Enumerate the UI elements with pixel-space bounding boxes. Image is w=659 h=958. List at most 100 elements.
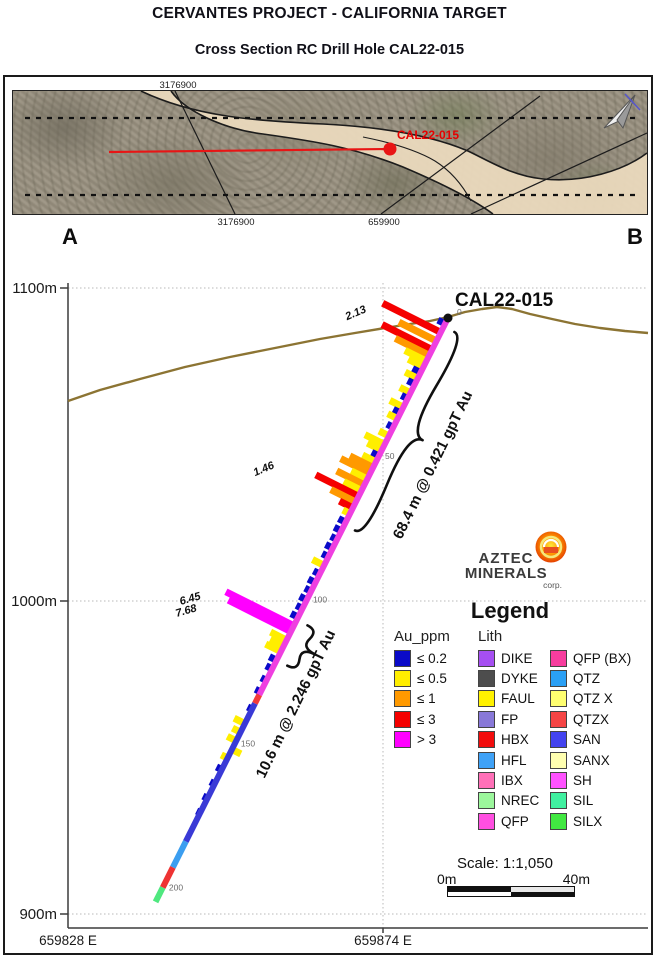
legend-item-label: ≤ 1 <box>417 691 436 707</box>
legend-item-label: QTZ X <box>573 691 613 707</box>
legend-swatch <box>550 690 567 708</box>
legend-item-label: SAN <box>573 732 601 748</box>
map-easting-label-bottom: 659900 <box>368 217 400 228</box>
legend-swatch <box>550 792 567 810</box>
legend-lith-column-2: QFP (BX) QTZ QTZ X QTZX SAN SANX SH SIL SILX <box>550 628 654 832</box>
legend-item-label: ≤ 0.2 <box>417 650 447 666</box>
legend-swatch <box>478 751 495 769</box>
wash-upper-edge <box>140 91 647 181</box>
legend-item: ≤ 1 <box>394 689 478 709</box>
legend-item: ≤ 0.2 <box>394 648 478 668</box>
legend-swatch <box>394 649 411 667</box>
map-hole-label: CAL22-015 <box>397 128 459 142</box>
legend-item: QTZ <box>550 668 654 688</box>
legend-item-label: SANX <box>573 752 610 768</box>
legend-item-label: ≤ 3 <box>417 711 436 727</box>
legend-item-label: HFL <box>501 752 527 768</box>
legend-swatch <box>550 731 567 749</box>
legend-item: ≤ 3 <box>394 709 478 729</box>
legend-swatch <box>478 690 495 708</box>
legend-swatch <box>394 731 411 749</box>
legend-item: SH <box>550 770 654 790</box>
legend-swatch <box>478 772 495 790</box>
logo-line3: corp. <box>543 580 562 590</box>
north-arrow-shade <box>616 94 636 130</box>
figure-border <box>3 75 653 955</box>
legend-item-label: DIKE <box>501 650 533 666</box>
legend-swatch <box>550 772 567 790</box>
legend-item: > 3 <box>394 730 478 750</box>
map-gridline-extra <box>470 132 647 214</box>
map-northing-label-top: 3176900 <box>159 80 197 91</box>
section-endpoint-b: B <box>627 224 643 249</box>
legend-item-label: SILX <box>573 813 603 829</box>
scalebar-zero-label: 0m <box>437 871 457 887</box>
page-title: CERVANTES PROJECT - CALIFORNIA TARGET <box>152 5 507 22</box>
legend-swatch <box>478 812 495 830</box>
legend-au-items: ≤ 0.2 ≤ 0.5 ≤ 1 ≤ 3 > 3 <box>394 648 478 750</box>
legend-item: FAUL <box>478 689 550 709</box>
legend-swatch <box>394 690 411 708</box>
legend-item: HFL <box>478 750 550 770</box>
legend-item: DYKE <box>478 668 550 688</box>
legend-swatch <box>478 792 495 810</box>
legend-item-label: FP <box>501 711 519 727</box>
legend-item-label: QFP (BX) <box>573 650 632 666</box>
scalebar-cell <box>448 887 511 892</box>
legend-item: IBX <box>478 770 550 790</box>
legend-item-label: IBX <box>501 773 523 789</box>
legend-item-label: SIL <box>573 793 594 809</box>
legend-lith2-items: QFP (BX) QTZ QTZ X QTZX SAN SANX SH SIL SILX <box>550 648 654 832</box>
legend-swatch <box>478 710 495 728</box>
map-gridline-northing <box>174 91 236 214</box>
page-subtitle: Cross Section RC Drill Hole CAL22-015 <box>194 42 465 58</box>
legend-item: QTZ X <box>550 689 654 709</box>
scale-ratio-label: Scale: 1:1,050 <box>457 855 553 872</box>
scalebar <box>447 886 575 897</box>
legend-swatch <box>394 670 411 688</box>
drillhole-location-dot <box>383 142 397 156</box>
legend-au-header: Au_ppm <box>394 628 450 645</box>
legend-item: QTZX <box>550 709 654 729</box>
legend-item: NREC <box>478 791 550 811</box>
legend-item: DIKE <box>478 648 550 668</box>
legend-item-label: QTZX <box>573 711 609 727</box>
legend-item: ≤ 0.5 <box>394 668 478 688</box>
legend-item: SAN <box>550 730 654 750</box>
legend-au-column: Au_ppm ≤ 0.2 ≤ 0.5 ≤ 1 ≤ 3 > 3 <box>394 628 478 832</box>
legend-lith-header: Lith <box>478 628 503 645</box>
legend-item-label: SH <box>573 773 592 789</box>
map-gridline-easting <box>380 95 541 214</box>
legend-lith-column-1: Lith DIKE DYKE FAUL FP HBX HFL IBX NREC QFP <box>478 628 550 832</box>
legend-item: SANX <box>550 750 654 770</box>
scalebar-cell <box>448 891 511 896</box>
legend-title: Legend <box>470 598 550 623</box>
legend-swatch <box>550 670 567 688</box>
legend-item-label: HBX <box>501 732 529 748</box>
legend-item: QFP <box>478 811 550 831</box>
location-map-panel: CAL22-015 <box>12 90 648 215</box>
legend-item-label: QFP <box>501 813 529 829</box>
map-overlay: CAL22-015 <box>25 91 647 214</box>
legend-item-label: DYKE <box>501 671 538 687</box>
legend: Au_ppm ≤ 0.2 ≤ 0.5 ≤ 1 ≤ 3 > 3 Lith DIKE DYKE… <box>394 628 654 832</box>
wash-inner-channel <box>362 136 472 202</box>
scalebar-cell <box>511 891 574 896</box>
legend-item: SIL <box>550 791 654 811</box>
logo-line1: AZTEC <box>478 550 534 567</box>
wash-lower-edge <box>170 91 494 214</box>
aztec-logo-text: AZTEC MINERALS corp. <box>450 551 562 590</box>
legend-swatch <box>550 710 567 728</box>
legend-item: HBX <box>478 730 550 750</box>
legend-swatch <box>478 649 495 667</box>
section-endpoint-a: A <box>62 224 78 249</box>
legend-swatch <box>550 649 567 667</box>
legend-swatch <box>478 670 495 688</box>
legend-swatch <box>394 710 411 728</box>
north-arrow-tail <box>624 93 641 111</box>
legend-item-label: FAUL <box>501 691 535 707</box>
legend-item: FP <box>478 709 550 729</box>
scalebar-cell <box>511 887 574 892</box>
legend-item: QFP (BX) <box>550 648 654 668</box>
